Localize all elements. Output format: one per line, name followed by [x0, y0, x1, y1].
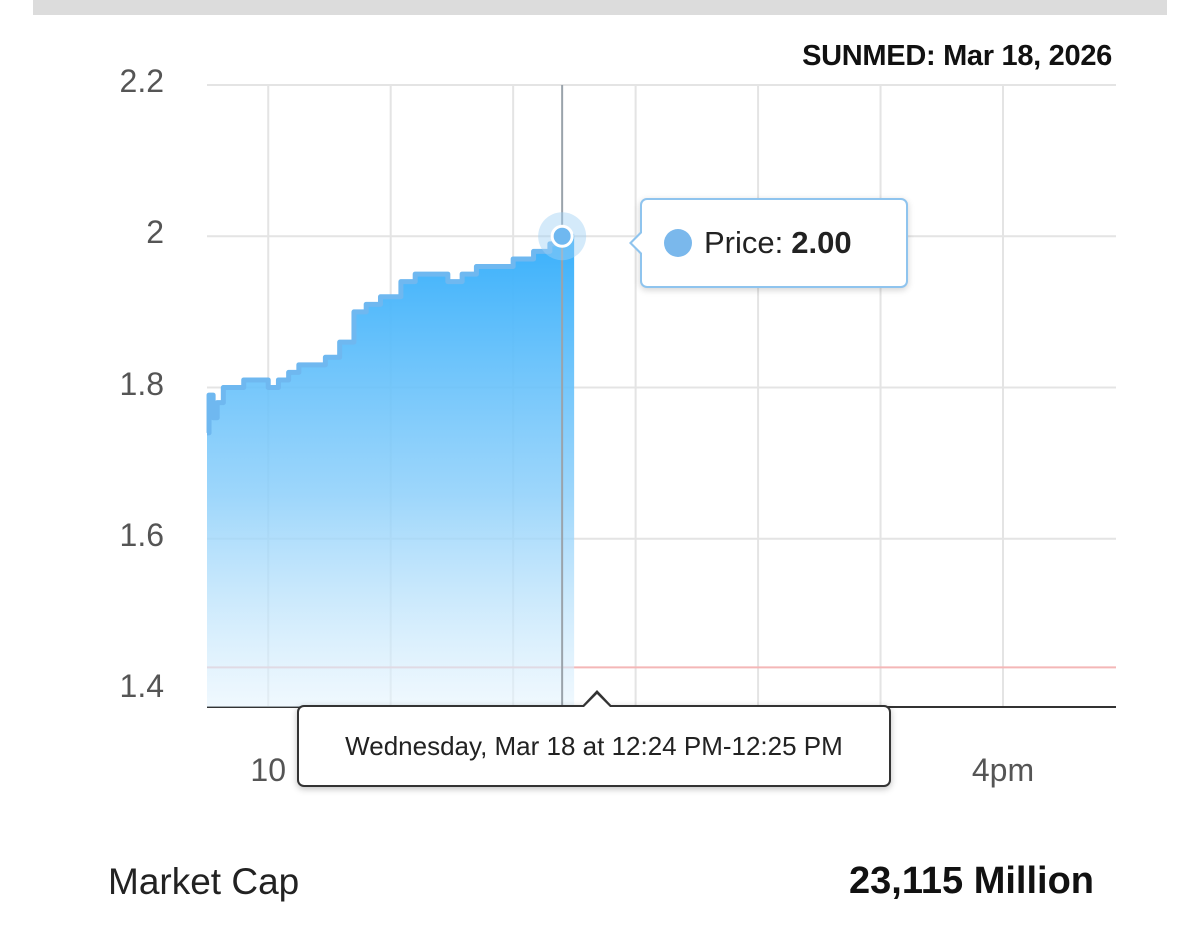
y-tick-label: 2 — [146, 214, 164, 251]
chart-overlay — [538, 85, 587, 707]
price-tooltip-label: Price: — [704, 225, 784, 260]
time-tooltip: Wednesday, Mar 18 at 12:24 PM-12:25 PM — [297, 690, 891, 787]
y-tick-label: 1.6 — [119, 516, 164, 553]
y-tick-label: 1.4 — [119, 668, 164, 704]
price-series-dot-icon — [664, 229, 692, 257]
y-tick-label: 1.8 — [119, 365, 164, 402]
y-tick-label: 2.2 — [119, 63, 164, 99]
chart-title: SUNMED: Mar 18, 2026 — [802, 40, 1112, 72]
price-area-series — [206, 233, 575, 707]
price-tooltip: Price: 2.00 — [629, 198, 908, 288]
x-tick-label: 10 — [250, 752, 287, 788]
top-scroll-bar — [33, 0, 1167, 15]
price-line — [206, 233, 575, 436]
market-cap-row: Market Cap 23,115 Million — [108, 860, 1094, 903]
time-tooltip-text: Wednesday, Mar 18 at 12:24 PM-12:25 PM — [345, 730, 843, 761]
price-tooltip-value: 2.00 — [791, 225, 852, 260]
market-cap-label: Market Cap — [108, 860, 300, 902]
market-cap-value: 23,115 Million — [849, 860, 1094, 902]
hover-point — [550, 224, 574, 248]
x-tick-label: 4pm — [971, 752, 1035, 788]
price-area-fill — [207, 236, 575, 707]
